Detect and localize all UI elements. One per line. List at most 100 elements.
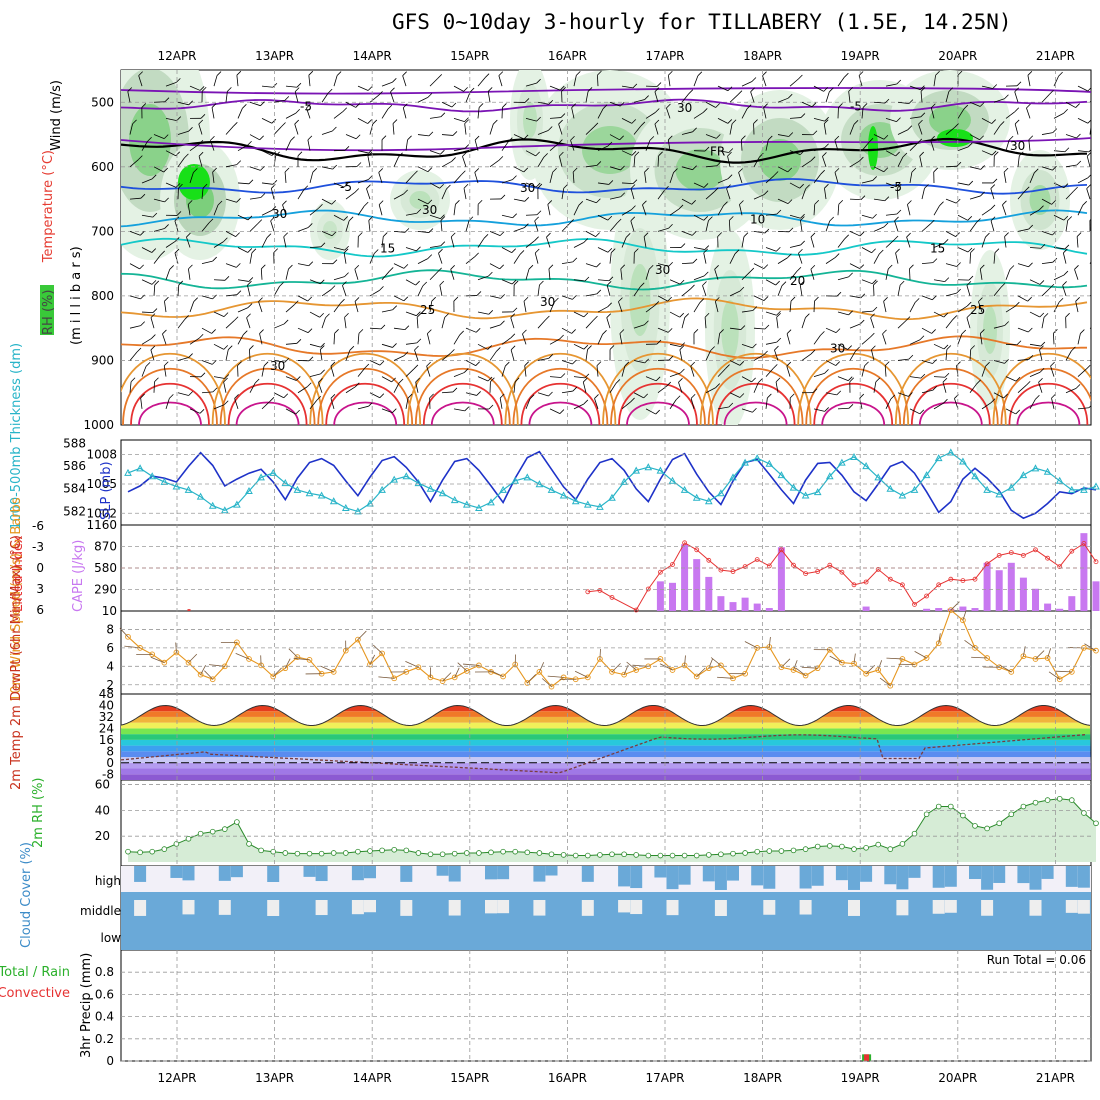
wind-speed-point xyxy=(633,667,640,673)
wind-barb xyxy=(225,349,229,361)
wind-barb xyxy=(909,339,921,345)
precip-panel xyxy=(862,1054,872,1061)
wind-barb xyxy=(633,360,645,364)
rh2m-point xyxy=(621,851,627,858)
wind-barb-flag xyxy=(1008,135,1014,141)
wind-barb-flag xyxy=(1051,200,1056,205)
wind-barb xyxy=(942,382,947,393)
wind-tick-label: 4 xyxy=(106,659,114,673)
thickness-point xyxy=(1080,485,1088,493)
wind-barb-flag xyxy=(853,120,859,125)
wind-barb-flag xyxy=(455,200,460,205)
wind-barb-flag xyxy=(440,214,445,219)
wind-barb xyxy=(1051,398,1055,409)
wind-barb xyxy=(1004,236,1007,248)
wind-barb xyxy=(981,85,993,89)
wind-barb-flag xyxy=(392,305,398,310)
wind-barb-flag xyxy=(169,394,174,399)
wind-barb xyxy=(738,172,743,184)
cloud-high-bar xyxy=(1041,866,1054,879)
wind-barb-flag xyxy=(271,151,277,156)
wind-barb-flag xyxy=(236,160,242,165)
wind-barb-flag xyxy=(631,151,637,156)
wind-barb xyxy=(429,150,441,155)
wind-barb xyxy=(753,230,765,234)
wind-barb-flag xyxy=(871,345,876,351)
wind-barb-flag xyxy=(596,289,602,295)
temp-tick-label: 48 xyxy=(99,687,114,701)
cape-bar xyxy=(777,547,785,611)
wind-barb xyxy=(765,368,774,377)
wind-barb xyxy=(534,252,539,264)
wind-barb-flag xyxy=(640,121,646,127)
cape-bar xyxy=(656,581,664,611)
wind-barb xyxy=(261,182,273,185)
wind-barb xyxy=(594,398,599,409)
wind-barb-flag xyxy=(151,280,157,285)
wind-barb-flag xyxy=(642,200,647,206)
wind-barb xyxy=(945,198,957,204)
wind-barb-flag xyxy=(284,96,290,101)
wind-barb-flag xyxy=(150,345,156,351)
wind-barb xyxy=(177,319,186,329)
wind-barb-flag xyxy=(130,377,136,383)
wind-barb-flag xyxy=(896,183,902,189)
wind-barb-flag xyxy=(596,361,602,366)
wind-barb xyxy=(666,107,671,119)
wind-barb xyxy=(765,213,777,216)
wind-speed-point xyxy=(790,667,797,673)
wind-barb-10m xyxy=(938,633,941,644)
wind-barb-flag xyxy=(990,184,996,189)
wind-barb-flag xyxy=(295,108,300,114)
wind-barb-flag xyxy=(918,119,923,125)
wind-barb xyxy=(345,220,350,232)
wind-barb-flag xyxy=(859,156,864,162)
wind-barb-flag xyxy=(392,78,397,83)
wind-barb xyxy=(129,351,138,361)
rh2m-point xyxy=(209,828,216,835)
wind-barb-flag xyxy=(772,364,778,369)
cloud-high-bar xyxy=(751,866,764,886)
wind-barb xyxy=(426,333,431,345)
thickness-point xyxy=(801,491,810,499)
wind-barb xyxy=(741,343,753,349)
thickness-point xyxy=(934,454,943,462)
wind-barb-flag xyxy=(513,280,519,286)
wind-barb-flag xyxy=(312,168,318,173)
wind-barb-flag xyxy=(243,330,248,335)
wind-barb xyxy=(234,398,239,409)
wind-barb xyxy=(966,317,971,329)
thickness-point xyxy=(462,500,471,508)
wind-barb xyxy=(990,220,995,232)
wind-barb xyxy=(729,290,741,297)
wind-barb-flag xyxy=(606,313,612,318)
wind-barb-10m xyxy=(372,644,383,654)
wind-tick-label: 2 xyxy=(106,678,114,692)
wind-barb xyxy=(621,365,626,377)
wind-barb xyxy=(837,407,850,410)
precip-frame xyxy=(120,949,1092,1062)
temp-band xyxy=(121,700,1091,706)
wind-barb xyxy=(186,236,191,248)
wind-barb-flag xyxy=(476,391,481,396)
temp-tick-label: 8 xyxy=(106,744,114,758)
wind-barb-flag xyxy=(1014,87,1019,93)
wind-barb xyxy=(249,166,261,171)
wind-barb-flag xyxy=(427,93,433,98)
wind-barb xyxy=(381,376,392,383)
wind-barb-flag xyxy=(858,71,864,76)
wind-barb xyxy=(1053,75,1059,87)
wind-barb xyxy=(285,268,289,280)
date-label-top: 18APR xyxy=(743,49,782,63)
thickness-point xyxy=(366,499,374,507)
wind-barb-flag xyxy=(552,167,557,173)
wind-barb xyxy=(309,311,320,318)
cloud-high-bar xyxy=(630,866,643,889)
wind-barb xyxy=(417,230,429,233)
lifted-point xyxy=(706,557,712,563)
cloud-high-bar xyxy=(134,866,147,882)
wind-barb xyxy=(1053,302,1060,313)
cape-bar xyxy=(1044,603,1052,611)
wind-barb-flag xyxy=(488,310,494,315)
wind-barb-flag xyxy=(547,126,553,131)
